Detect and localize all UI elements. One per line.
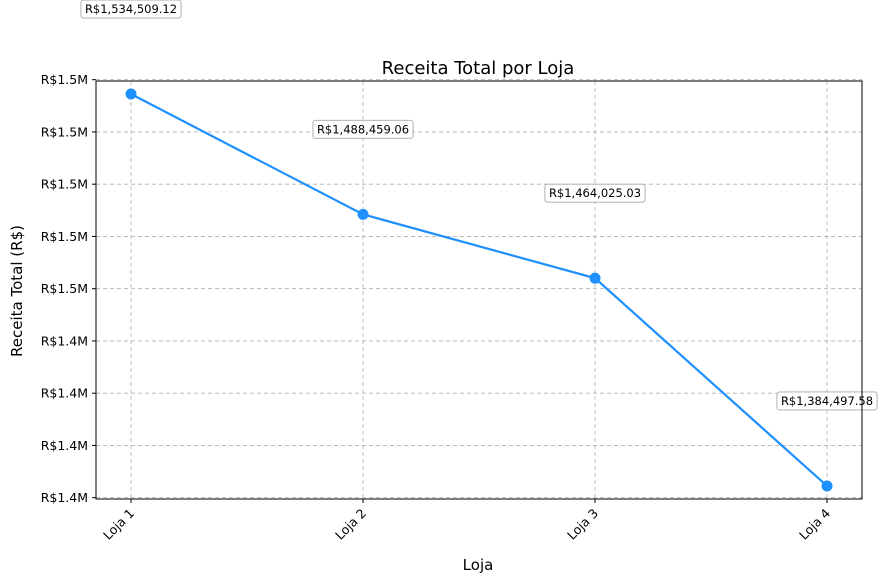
data-label-box — [544, 183, 646, 203]
data-label: R$1,488,459.06 — [317, 122, 409, 136]
series-line-group — [125, 88, 833, 492]
x-tick-label: Loja 2 — [332, 506, 369, 543]
y-tick-label: R$1.5M — [41, 177, 88, 192]
data-labels: R$1,534,509.12 R$1,488,459.06 R$1,464,025.… — [80, 0, 878, 411]
data-label-box — [80, 0, 182, 19]
data-label-group: R$1,534,509.12 — [80, 0, 182, 19]
data-point — [357, 208, 369, 220]
data-point — [821, 480, 833, 492]
y-tick-label: R$1.4M — [41, 438, 88, 453]
y-tick-label: R$1.5M — [41, 72, 88, 87]
data-label: R$1,384,497.58 — [781, 394, 873, 408]
y-tick-label: R$1.5M — [41, 229, 88, 244]
y-axis-label: Receita Total (R$) — [8, 225, 26, 357]
y-tick-label: R$1.4M — [41, 386, 88, 401]
data-label-group: R$1,488,459.06 — [312, 119, 414, 139]
data-point — [589, 272, 601, 284]
grid — [96, 79, 862, 499]
data-label-box — [776, 391, 878, 411]
data-label: R$1,464,025.03 — [549, 186, 641, 200]
y-axis-ticks: R$1.4M R$1.4M R$1.4M R$1.4M R$1.5M R$1.5M R$1.… — [41, 72, 96, 505]
y-tick-label: R$1.5M — [41, 124, 88, 139]
data-label-group: R$1,464,025.03 — [544, 183, 646, 203]
series-line — [130, 93, 828, 487]
x-tick-label: Loja 4 — [796, 505, 833, 542]
data-label: R$1,534,509.12 — [85, 2, 177, 16]
chart-title: Receita Total por Loja — [382, 58, 575, 79]
plot-frame — [95, 80, 863, 500]
data-label-box — [312, 119, 414, 139]
data-label-group: R$1,384,497.58 — [776, 391, 878, 411]
x-axis-ticks: Loja 1 Loja 2 Loja 3 Loja 4 — [100, 499, 833, 543]
y-tick-label: R$1.4M — [41, 333, 88, 348]
y-tick-label: R$1.4M — [41, 490, 88, 505]
y-tick-label: R$1.5M — [41, 281, 88, 296]
x-tick-label: Loja 1 — [100, 506, 137, 543]
x-tick-label: Loja 3 — [564, 506, 601, 543]
data-point — [125, 88, 137, 100]
x-axis-label: Loja — [463, 556, 494, 574]
